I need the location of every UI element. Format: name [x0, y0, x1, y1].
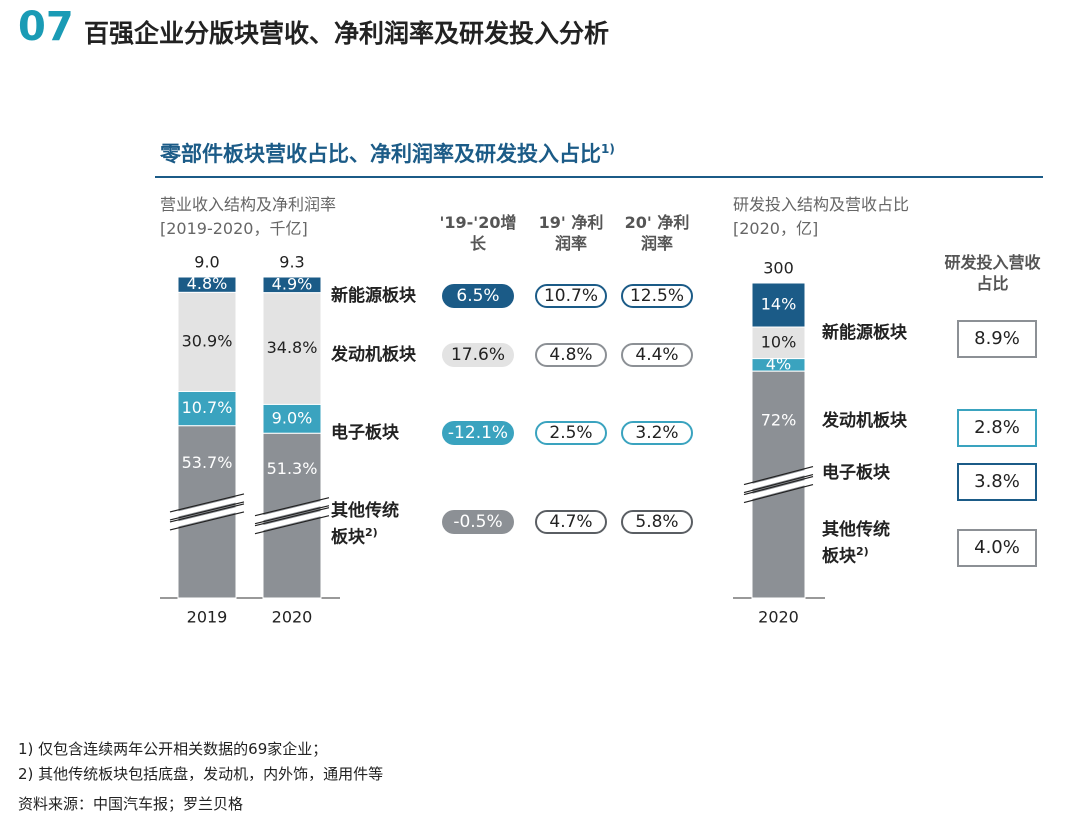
- axis-break: [254, 515, 330, 535]
- chart-title: 营业收入结构及净利润率: [160, 195, 337, 214]
- segment-label: 10%: [761, 332, 797, 351]
- column-header: 研发投入营收占比: [944, 253, 1041, 293]
- margin-pill: 4.4%: [621, 343, 693, 367]
- segment-label: 34.8%: [267, 338, 318, 357]
- segment-label: 53.7%: [182, 453, 233, 472]
- axis-break: [743, 484, 814, 504]
- margin-pill: 10.7%: [535, 284, 607, 308]
- row-label-text: 其他传统板块: [331, 501, 399, 548]
- segment-label: 4%: [766, 354, 791, 373]
- axis-break: [743, 478, 814, 502]
- row-label: 新能源板块: [331, 285, 451, 307]
- row-label: 发动机板块: [331, 344, 451, 366]
- note-ref: 2): [365, 526, 378, 539]
- section-title: 零部件板块营收占比、净利润率及研发投入占比1): [160, 138, 615, 168]
- margin-pill: 4.8%: [535, 343, 607, 367]
- bar-segment: [262, 292, 322, 405]
- axis-break: [169, 501, 245, 521]
- bar-segment: [177, 291, 237, 392]
- note-ref: 1): [601, 142, 615, 156]
- source: 资料来源：中国汽车报；罗兰贝格: [18, 795, 244, 813]
- rd-share-box: 8.9%: [957, 320, 1037, 358]
- growth-pill: -12.1%: [442, 421, 514, 445]
- row-label-text: 发动机板块: [822, 411, 907, 431]
- margin-pill: 5.8%: [621, 510, 693, 534]
- page-title: 百强企业分版块营收、净利润率及研发投入分析: [84, 19, 610, 48]
- growth-pill: 17.6%: [442, 343, 514, 367]
- axis-break: [169, 505, 245, 529]
- segment-label: 10.7%: [182, 398, 233, 417]
- column-header: 19' 净利润率: [538, 213, 604, 253]
- bar-segment: [751, 326, 806, 360]
- row-label-text: 发动机板块: [331, 345, 416, 365]
- segment-label: 14%: [761, 295, 797, 314]
- chart-heading: 营业收入结构及净利润率 [2019-2020，千亿]: [160, 193, 390, 241]
- bar-segment: [177, 390, 237, 427]
- segment-label: 4.8%: [187, 274, 228, 293]
- section-title-text: 零部件板块营收占比、净利润率及研发投入占比: [160, 142, 601, 166]
- margin-pill: 2.5%: [535, 421, 607, 445]
- bar-total: 9.0: [194, 253, 219, 272]
- margin-pill: 3.2%: [621, 421, 693, 445]
- segment-label: 4.9%: [272, 274, 313, 293]
- row-label-text: 新能源板块: [822, 323, 907, 343]
- axis-break: [254, 509, 330, 533]
- x-tick-label: 2020: [758, 608, 799, 627]
- note-ref: 2): [856, 545, 869, 558]
- margin-pill: 12.5%: [621, 284, 693, 308]
- axis-break: [169, 503, 245, 523]
- row-label-text: 电子板块: [331, 423, 399, 443]
- growth-pill: -0.5%: [442, 510, 514, 534]
- x-tick-label: 2020: [272, 608, 313, 627]
- axis-break: [743, 466, 814, 486]
- row-label-text: 电子板块: [822, 463, 890, 483]
- chart-heading: 研发投入结构及营收占比 [2020，亿]: [733, 193, 933, 241]
- row-label: 新能源板块: [822, 322, 942, 344]
- segment-label: 51.3%: [267, 459, 318, 478]
- rd-share-box: 4.0%: [957, 529, 1037, 567]
- bar-total: 300: [763, 259, 794, 278]
- footnote: 2) 其他传统板块包括底盘，发动机，内外饰，通用件等: [18, 765, 384, 783]
- axis-break: [169, 511, 245, 531]
- axis-break: [169, 495, 245, 519]
- axis-break: [254, 505, 330, 525]
- row-label: 发动机板块: [822, 410, 942, 432]
- chart-subtitle: [2020，亿]: [733, 219, 819, 238]
- row-label: 其他传统板块2): [331, 500, 409, 549]
- chart-title: 研发投入结构及营收占比: [733, 195, 910, 214]
- growth-pill: 6.5%: [442, 284, 514, 308]
- section-number: 07: [18, 4, 74, 50]
- bar-total: 9.3: [279, 253, 304, 272]
- rd-share-box: 3.8%: [957, 463, 1037, 501]
- axis-break: [254, 499, 330, 523]
- row-label: 电子板块: [822, 462, 942, 484]
- row-label-text: 新能源板块: [331, 286, 416, 306]
- axis-break: [254, 507, 330, 527]
- segment-label: 72%: [761, 411, 797, 430]
- margin-pill: 4.7%: [535, 510, 607, 534]
- column-header: '19-'20增长: [439, 213, 517, 253]
- axis-break: [743, 476, 814, 496]
- axis-break: [169, 493, 245, 513]
- rd-share-box: 2.8%: [957, 409, 1037, 447]
- row-label-text: 其他传统板块: [822, 520, 890, 567]
- row-label: 其他传统板块2): [822, 519, 900, 568]
- axis-break: [254, 497, 330, 517]
- column-header: 20' 净利润率: [624, 213, 690, 253]
- segment-label: 30.9%: [182, 331, 233, 350]
- x-tick-label: 2019: [187, 608, 228, 627]
- axis-break: [743, 474, 814, 494]
- axis-break: [743, 468, 814, 492]
- footnote: 1) 仅包含连续两年公开相关数据的69家企业；: [18, 740, 328, 758]
- segment-label: 9.0%: [272, 408, 313, 427]
- row-label: 电子板块: [331, 422, 451, 444]
- chart-subtitle: [2019-2020，千亿]: [160, 219, 308, 238]
- bar-segment: [262, 403, 322, 434]
- bar-segment: [751, 282, 806, 328]
